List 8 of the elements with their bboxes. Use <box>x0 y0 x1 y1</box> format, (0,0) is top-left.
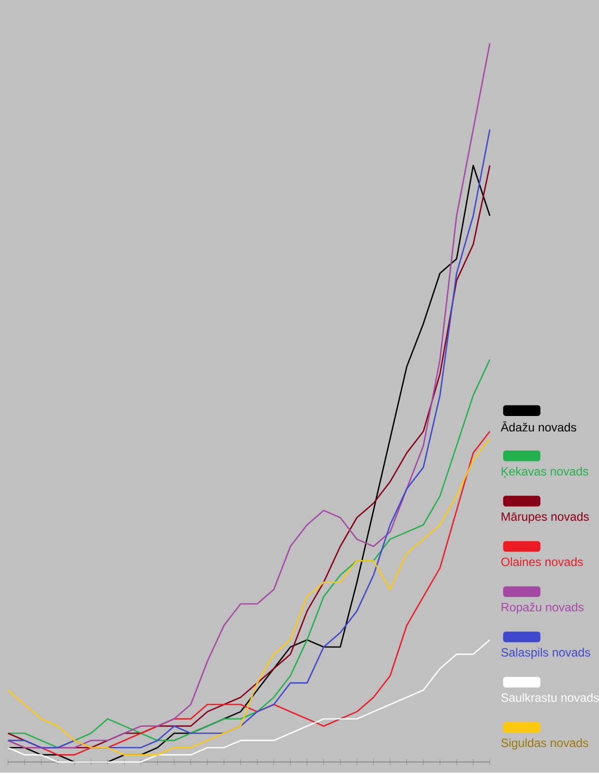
legend-label: Ādažu novads <box>500 422 576 432</box>
legend-label: Siguldas novads <box>501 738 588 750</box>
legend-label: Ķekavas novads <box>502 466 588 478</box>
legend-label: Ropažu novads <box>502 602 584 614</box>
legend-label: Salaspils novads <box>501 648 590 659</box>
legend-label: Olaines novads <box>501 557 583 566</box>
legend-label: Saulkrastu novads <box>501 693 599 702</box>
legend-label: Mārupes novads <box>502 512 589 524</box>
